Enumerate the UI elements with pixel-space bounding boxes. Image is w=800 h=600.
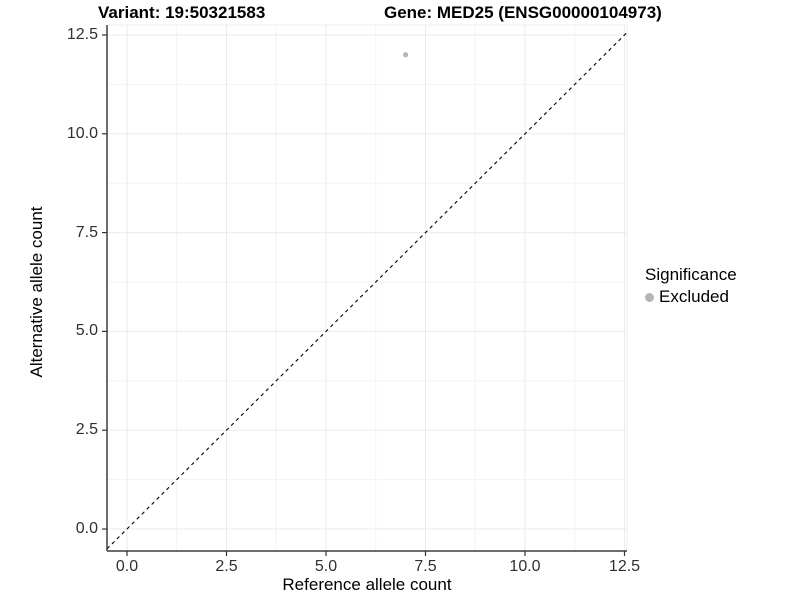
- gene-title: Gene: MED25 (ENSG00000104973): [384, 3, 662, 22]
- legend: Significance Excluded: [645, 265, 737, 307]
- y-tick-label: 12.5: [66, 26, 98, 43]
- x-tick-label: 2.5: [215, 558, 238, 575]
- y-tick-label: 10.0: [66, 124, 98, 142]
- legend-title: Significance: [645, 265, 737, 284]
- identity-reference-line: [106, 32, 628, 550]
- y-tick-label: 2.5: [75, 421, 98, 439]
- y-axis-title: Alternative allele count: [27, 206, 46, 378]
- y-tick-label: 5.0: [75, 322, 98, 340]
- x-tick-label: 5.0: [314, 558, 338, 575]
- y-tick-label: 7.5: [75, 223, 98, 241]
- variant-title: Variant: 19:50321583: [98, 3, 266, 22]
- x-axis-title: Reference allele count: [282, 575, 452, 594]
- y-tick-label: 0.0: [75, 520, 98, 537]
- x-tick-label: 7.5: [414, 558, 437, 575]
- legend-item-label: Excluded: [659, 287, 729, 306]
- excluded-point-icon: [645, 292, 654, 302]
- x-tick-label: 10.0: [509, 558, 541, 575]
- data-point: [403, 52, 409, 58]
- x-tick-label: 12.5: [608, 558, 641, 575]
- x-tick-label: 0.0: [115, 558, 139, 575]
- legend-item-excluded: Excluded: [645, 287, 737, 307]
